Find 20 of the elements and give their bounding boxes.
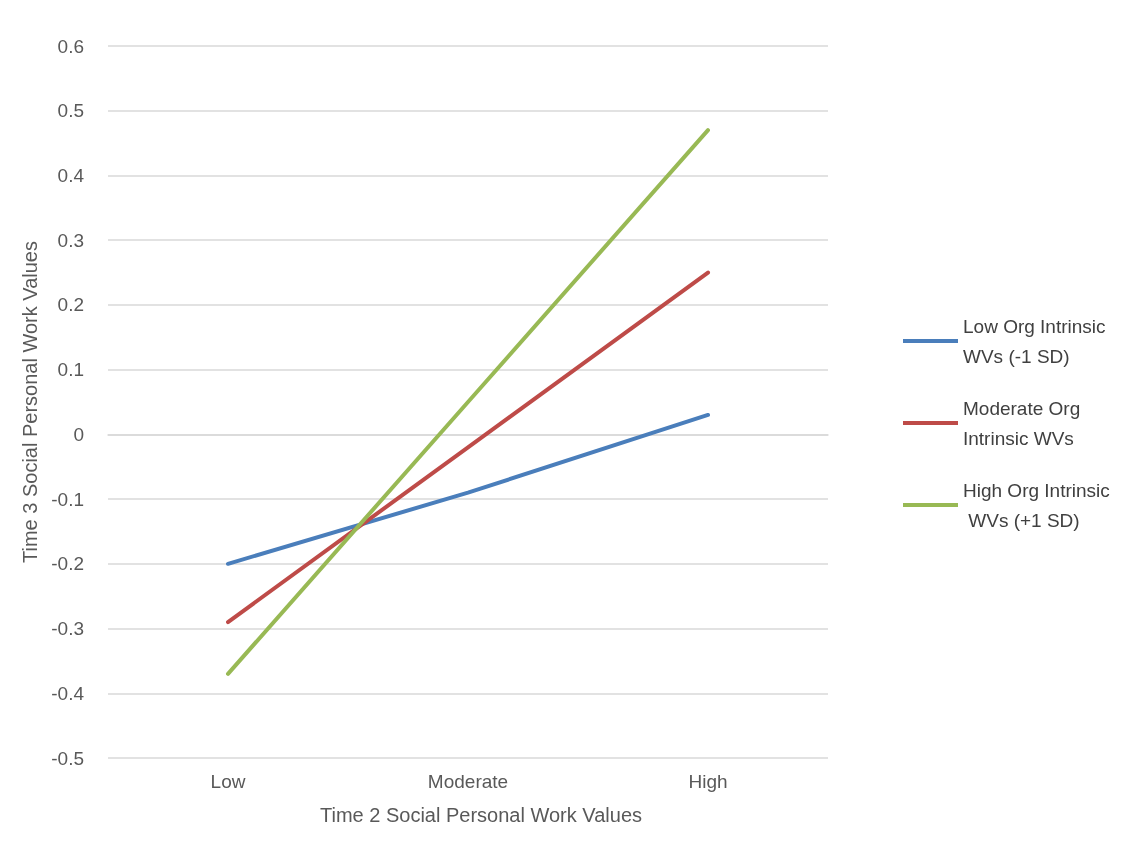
y-tick-label: 0.1 [57, 359, 84, 381]
y-tick-label: 0.6 [57, 35, 84, 57]
legend-label: Low Org Intrinsic WVs (-1 SD) [963, 315, 1111, 367]
y-tick-label: -0.1 [51, 488, 84, 510]
legend-label: Moderate Org Intrinsic WVs [963, 397, 1086, 449]
y-tick-label: -0.2 [51, 553, 84, 575]
x-tick-label: High [688, 771, 728, 792]
x-axis-title: Time 2 Social Personal Work Values [320, 804, 642, 826]
x-tick-label: Low [210, 771, 246, 792]
legend-label: High Org Intrinsic WVs (+1 SD) [963, 479, 1110, 531]
y-tick-label: 0.3 [57, 229, 84, 251]
y-tick-label: 0 [73, 423, 84, 445]
y-tick-label: 0.5 [57, 100, 84, 122]
y-tick-label: 0.4 [57, 164, 85, 186]
y-tick-label: -0.3 [51, 618, 84, 640]
y-tick-label: -0.4 [51, 682, 85, 704]
y-tick-label: -0.5 [51, 747, 84, 769]
y-axis-title: Time 3 Social Personal Work Values [19, 241, 42, 563]
y-tick-label: 0.2 [57, 294, 84, 316]
x-tick-label: Moderate [427, 771, 509, 792]
